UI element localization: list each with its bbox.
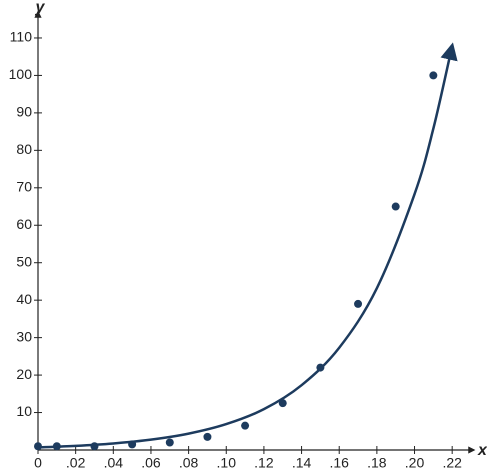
y-tick-label: 60: [16, 216, 32, 232]
data-point: [391, 202, 400, 211]
x-tick-label: .16: [329, 455, 349, 471]
data-point: [316, 363, 325, 372]
data-point: [90, 442, 99, 451]
x-tick-label: .12: [254, 455, 274, 471]
y-tick-label: 20: [16, 366, 32, 382]
data-point: [52, 442, 61, 451]
y-tick-label: 80: [16, 141, 32, 157]
x-tick-label: .06: [141, 455, 161, 471]
x-tick-label: .18: [367, 455, 387, 471]
x-tick-label: .04: [104, 455, 124, 471]
y-tick-label: 10: [16, 403, 32, 419]
x-tick-label: .22: [442, 455, 462, 471]
data-point: [429, 71, 438, 80]
fit-curve: [37, 42, 458, 449]
x-tick-label: .10: [217, 455, 237, 471]
y-tick-label: 50: [16, 253, 32, 269]
x-tick-label: .08: [179, 455, 199, 471]
x-axis-label: x: [477, 442, 487, 459]
data-point: [128, 440, 137, 449]
y-tick-label: 100: [9, 66, 33, 82]
data-point: [354, 299, 363, 308]
x-tick-label: .14: [292, 455, 312, 471]
y-tick-label: 70: [16, 178, 32, 194]
y-tick-label: 110: [10, 29, 33, 45]
data-point: [34, 442, 42, 451]
x-tick-label: .02: [66, 455, 86, 471]
y-tick-label: 40: [16, 291, 32, 307]
y-tick-label: 30: [16, 328, 32, 344]
y-tick-label: 90: [16, 104, 32, 120]
data-point: [278, 399, 287, 408]
data-point: [203, 432, 212, 441]
data-point: [165, 438, 174, 447]
data-point: [241, 421, 250, 430]
y-axis-label: y: [35, 0, 46, 16]
x-tick-label: .20: [405, 455, 425, 471]
x-tick-label: 0: [34, 455, 42, 471]
